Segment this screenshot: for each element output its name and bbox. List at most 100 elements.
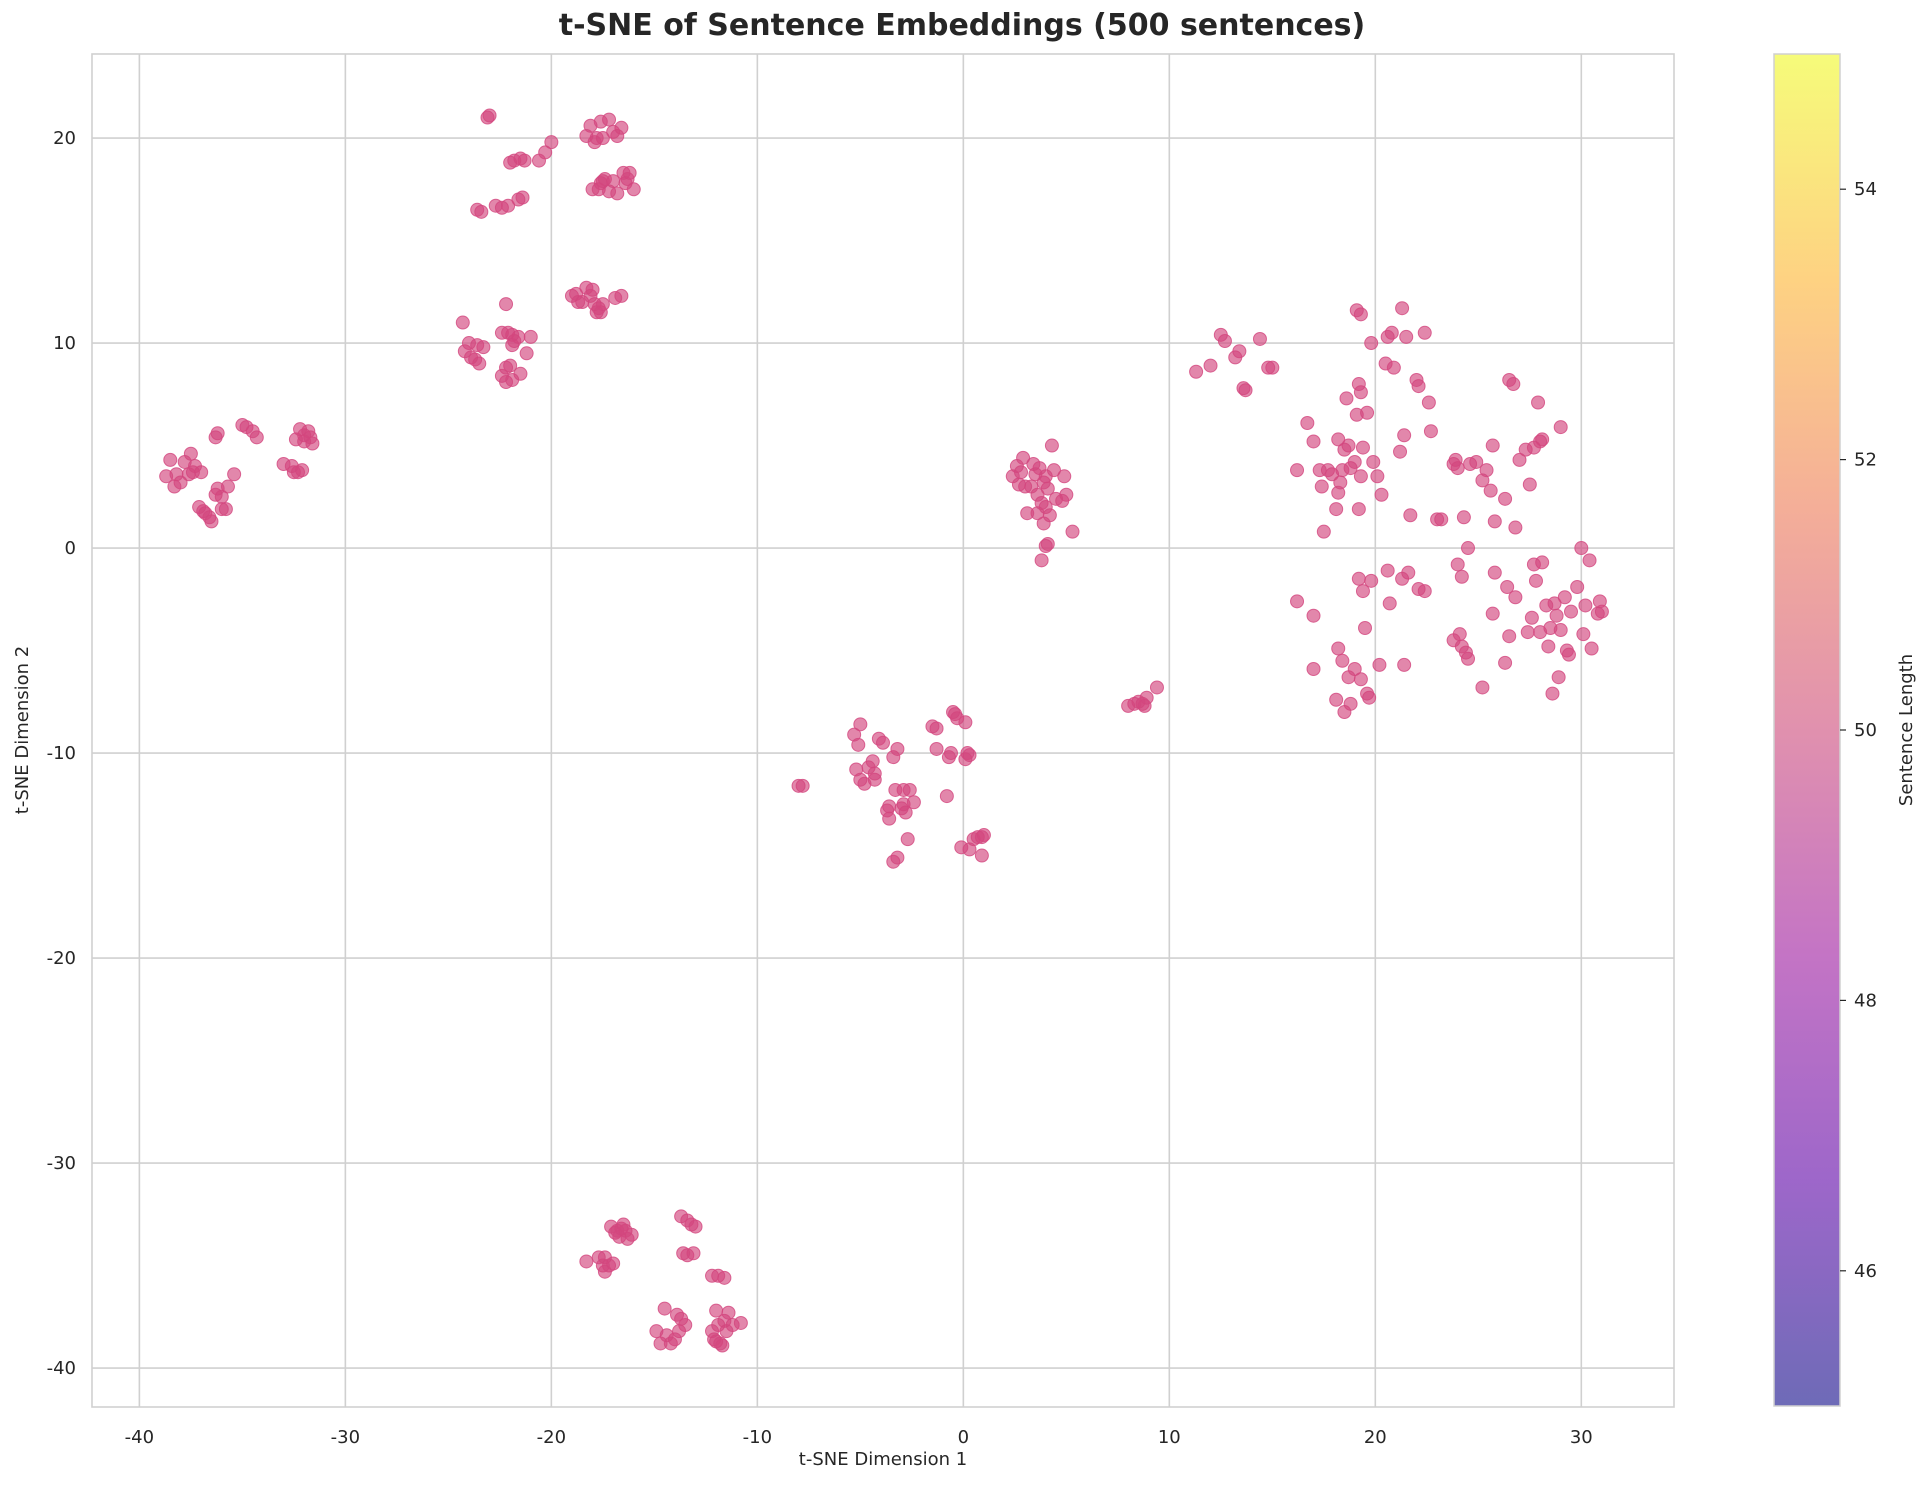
data-point <box>1333 475 1348 490</box>
data-point <box>1576 627 1591 642</box>
data-point <box>1553 623 1568 638</box>
y-tick-labels: -40 -30 -20 -10 0 10 20 <box>47 128 76 1379</box>
data-point <box>220 479 235 494</box>
data-point <box>851 737 866 752</box>
data-point <box>1139 690 1154 705</box>
data-point <box>1347 454 1362 469</box>
data-point <box>1300 416 1315 430</box>
data-point <box>575 295 590 310</box>
data-point <box>538 145 553 160</box>
data-point <box>499 375 514 389</box>
data-point <box>1452 627 1467 642</box>
data-point <box>1411 379 1426 394</box>
data-point <box>1331 432 1346 447</box>
data-point <box>1417 325 1432 340</box>
y-tick-label: 0 <box>65 538 76 559</box>
data-point <box>721 1305 736 1320</box>
data-point <box>1189 364 1204 379</box>
data-point <box>939 789 954 804</box>
data-point <box>173 475 188 490</box>
data-point <box>1203 358 1218 373</box>
data-point <box>1265 360 1280 375</box>
data-point <box>1040 481 1055 496</box>
y-tick-label: -20 <box>47 948 76 969</box>
data-point <box>1374 487 1389 502</box>
data-point <box>204 514 219 529</box>
data-point <box>1461 541 1476 556</box>
x-tick-label: -30 <box>331 1427 360 1448</box>
data-point <box>1508 590 1523 605</box>
data-point <box>523 329 538 344</box>
data-point <box>1506 377 1521 392</box>
data-point <box>1434 512 1449 527</box>
x-tick-label: 10 <box>1158 1427 1181 1448</box>
data-point <box>295 463 310 478</box>
data-point <box>1355 440 1370 455</box>
data-point <box>1386 360 1401 375</box>
data-point <box>976 828 991 843</box>
data-point <box>470 202 485 217</box>
data-point <box>1487 565 1502 580</box>
data-point <box>1362 690 1377 705</box>
data-point <box>1347 662 1362 676</box>
data-point <box>1564 604 1579 619</box>
data-point <box>1485 438 1500 453</box>
data-point <box>1461 651 1476 666</box>
data-point <box>1044 438 1059 453</box>
data-point <box>1479 463 1494 478</box>
data-point <box>1384 325 1399 340</box>
colorbar-label: Sentence Length <box>1896 654 1917 806</box>
data-point <box>1475 680 1490 695</box>
data-point <box>1549 608 1564 623</box>
y-tick-label: 10 <box>53 333 76 354</box>
data-point <box>1149 680 1164 695</box>
data-point <box>1339 391 1354 406</box>
data-point <box>649 1324 664 1339</box>
data-point <box>1500 580 1515 594</box>
data-point <box>958 715 973 730</box>
data-point <box>614 120 629 135</box>
data-point <box>595 131 610 146</box>
data-point <box>1014 465 1029 480</box>
data-point <box>1393 444 1408 459</box>
data-point <box>614 288 629 303</box>
colorbar-gradient <box>1773 53 1841 1407</box>
data-point <box>1469 454 1484 469</box>
data-point <box>962 748 977 763</box>
data-point <box>1329 502 1344 517</box>
data-point <box>476 340 491 355</box>
data-point <box>1380 563 1395 578</box>
data-point <box>1343 696 1358 711</box>
data-point <box>1578 598 1593 613</box>
x-tick-label: -10 <box>743 1427 772 1448</box>
data-point <box>515 190 530 205</box>
data-point <box>472 356 487 371</box>
data-point <box>249 430 264 445</box>
data-point <box>606 1256 621 1271</box>
data-point <box>1528 573 1543 588</box>
data-point <box>1329 692 1344 707</box>
data-point <box>1335 653 1350 668</box>
data-point <box>183 446 198 461</box>
data-point <box>1397 657 1412 672</box>
data-point <box>1535 432 1550 447</box>
data-point <box>1238 383 1253 398</box>
data-point <box>227 467 242 482</box>
data-point <box>882 811 897 826</box>
data-point <box>305 436 320 451</box>
data-point <box>1561 647 1576 662</box>
data-point <box>1306 662 1321 676</box>
data-point <box>1217 334 1232 348</box>
data-point <box>503 358 518 373</box>
data-point <box>1520 625 1535 640</box>
data-point <box>657 1301 672 1316</box>
colorbar-tick-label: 50 <box>1854 720 1877 741</box>
x-tick-label: 20 <box>1364 1427 1387 1448</box>
data-point <box>900 832 915 847</box>
data-point <box>1423 424 1438 439</box>
data-point <box>544 135 559 150</box>
data-point <box>1290 463 1305 478</box>
data-point <box>1574 541 1589 556</box>
data-point <box>1403 508 1418 523</box>
data-point <box>1364 573 1379 588</box>
